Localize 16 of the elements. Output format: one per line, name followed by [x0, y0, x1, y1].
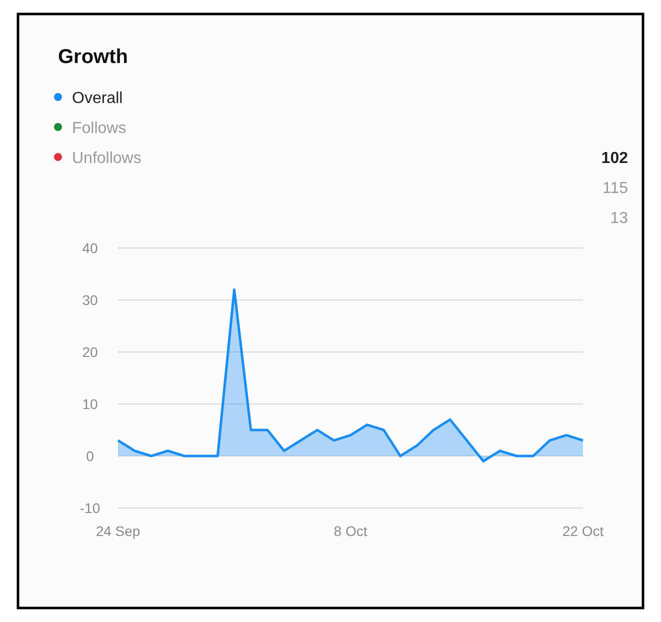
y-tick-label: 30 [82, 292, 98, 308]
y-tick-label: 0 [86, 448, 94, 464]
y-tick-label: -10 [80, 500, 100, 516]
x-tick-label: 24 Sep [96, 523, 140, 539]
text: 13 [610, 210, 628, 227]
legend-label: Overall [72, 90, 123, 107]
x-tick-label: 22 Oct [562, 523, 604, 539]
y-tick-label: 20 [82, 344, 98, 360]
y-tick-label: 40 [82, 240, 98, 256]
text: 102 [601, 150, 628, 167]
text: 115 [602, 180, 628, 197]
y-tick-label: 10 [82, 396, 98, 412]
legend-label: Unfollows [72, 150, 142, 167]
chart-title: Growth [58, 46, 128, 68]
x-tick-label: 8 Oct [334, 523, 368, 539]
legend-label: Follows [72, 120, 126, 137]
